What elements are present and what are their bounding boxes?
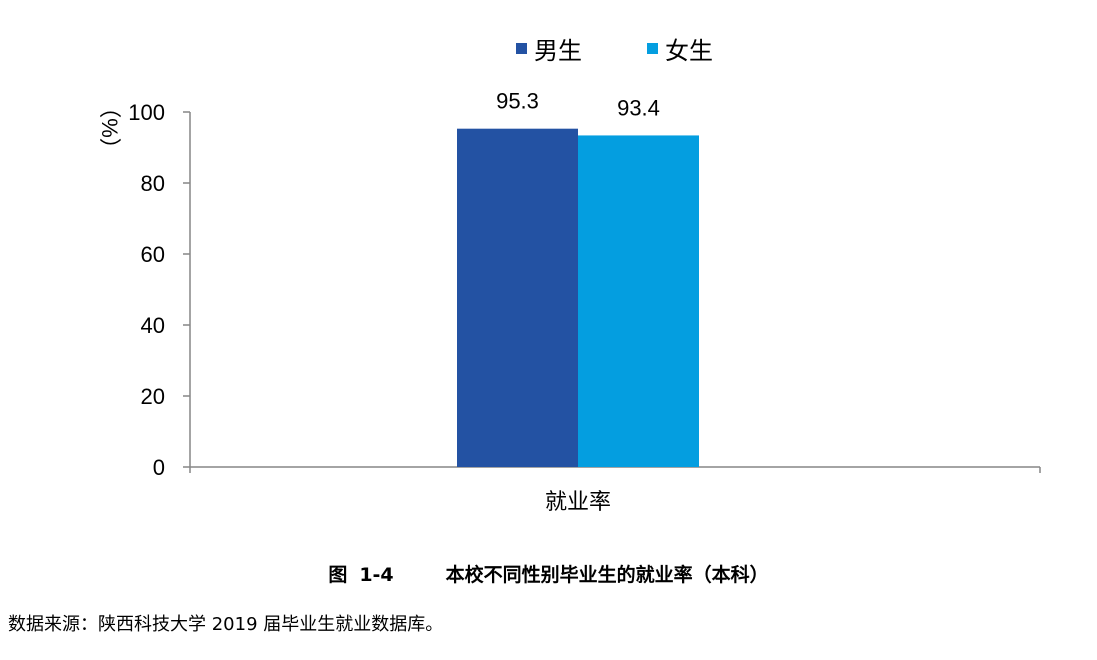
- legend-label: 男生: [534, 38, 582, 65]
- y-tick-label: 40: [141, 313, 165, 338]
- legend-swatch: [516, 43, 527, 54]
- x-tick-label: 就业率: [545, 489, 611, 514]
- y-tick-label: 20: [141, 384, 165, 409]
- source-note: 数据来源：陕西科技大学 2019 届毕业生就业数据库。: [8, 614, 444, 635]
- figure-number-value: 1-4: [359, 564, 394, 586]
- y-tick-label: 60: [141, 242, 165, 267]
- bar-chart: 0 20 40 60 80 100 就业率 95.3 93.4 男生 女生 （%）: [97, 38, 1041, 514]
- bar-male: [457, 128, 578, 467]
- y-tick-label: 80: [141, 171, 165, 196]
- y-axis-label: （%）: [97, 96, 122, 160]
- legend: 男生 女生: [516, 38, 713, 65]
- y-tick-label: 100: [128, 100, 165, 125]
- bar-female: [578, 135, 699, 467]
- legend-label: 女生: [665, 38, 713, 65]
- data-label: 95.3: [496, 89, 539, 114]
- figure-caption: 图 1-4 本校不同性别毕业生的就业率（本科）: [0, 560, 1097, 587]
- y-axis: 0 20 40 60 80 100: [128, 100, 191, 480]
- data-labels: 95.3 93.4: [496, 89, 660, 121]
- figure-number: 图 1-4: [328, 564, 393, 586]
- legend-swatch: [647, 43, 658, 54]
- figure-label: 图: [328, 564, 348, 586]
- bars: [457, 128, 699, 467]
- figure-title: 本校不同性别毕业生的就业率（本科）: [445, 564, 769, 586]
- x-axis: 就业率: [189, 466, 1041, 514]
- data-label: 93.4: [617, 95, 660, 120]
- y-tick-label: 0: [153, 455, 165, 480]
